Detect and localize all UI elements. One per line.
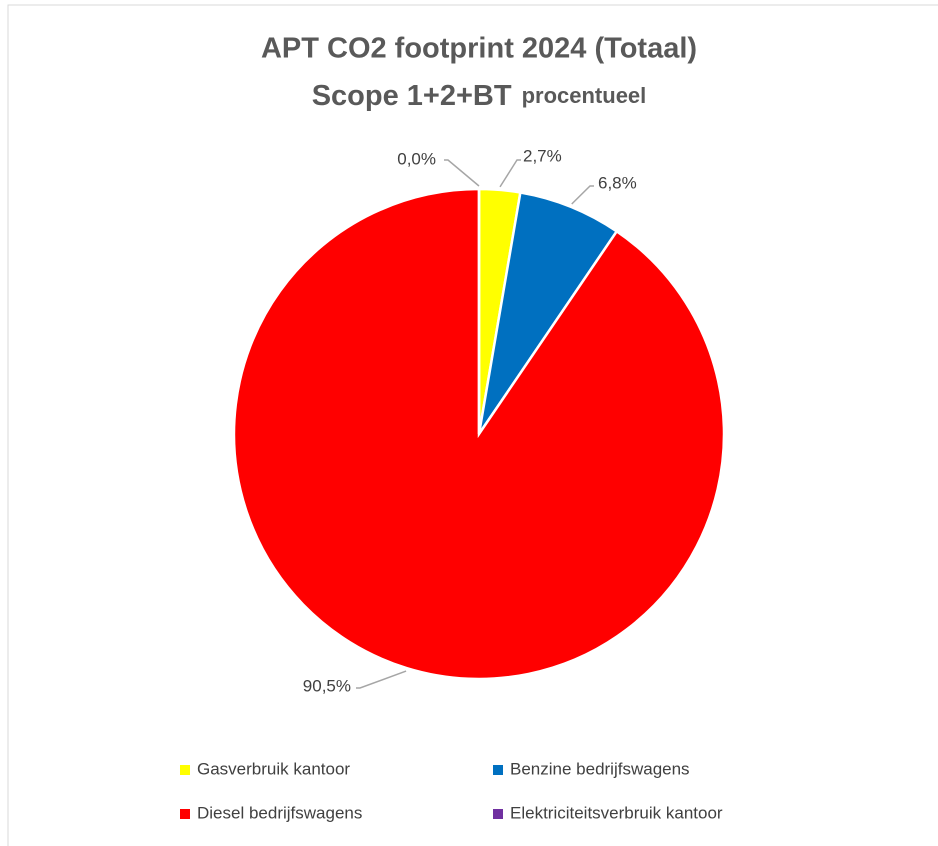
pie-slice <box>477 191 619 435</box>
subtitle-main: Scope 1+2+BT <box>312 80 512 112</box>
legend-label: Benzine bedrijfswagens <box>510 759 690 778</box>
legend-label: Gasverbruik kantoor <box>197 759 350 778</box>
data-label: 6,8% <box>598 173 637 192</box>
legend-swatch <box>180 809 190 819</box>
leader-line <box>499 159 521 188</box>
data-label: 0,0% <box>397 149 436 168</box>
data-label: 2,7% <box>523 146 562 165</box>
chart-subtitle: Scope 1+2+BT procentueel <box>312 80 647 112</box>
data-label: 90,5% <box>303 676 351 695</box>
legend-swatch <box>180 765 190 775</box>
leader-line <box>444 159 480 187</box>
leader-line <box>356 670 407 689</box>
legend-label: Elektriciteitsverbruik kantoor <box>510 803 723 822</box>
subtitle-suffix: procentueel <box>522 83 647 108</box>
chart-title: APT CO2 footprint 2024 (Totaal) <box>261 33 697 65</box>
legend-label: Diesel bedrijfswagens <box>197 803 362 822</box>
legend-swatch <box>493 809 503 819</box>
legend-swatch <box>493 765 503 775</box>
leader-line <box>571 185 594 205</box>
